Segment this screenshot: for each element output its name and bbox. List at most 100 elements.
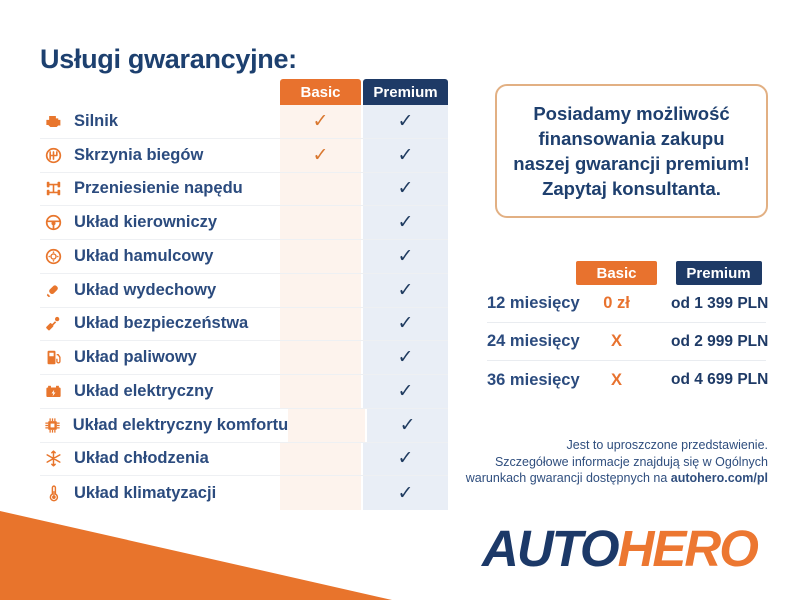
column-gap: [361, 138, 363, 172]
basic-cell: ✓: [280, 105, 361, 138]
column-gap: [361, 442, 363, 476]
warranty-row: Układ bezpieczeństwa ✓: [40, 307, 448, 342]
warranty-table-body: Silnik ✓ ✓ Skrzynia biegów ✓ ✓ Przeniesienie n…: [40, 105, 449, 510]
warranty-row-label: Układ elektryczny: [74, 381, 214, 400]
pricing-premium-value: od 4 699 PLN: [671, 371, 769, 388]
website-link-text: autohero.com/pl: [670, 471, 768, 485]
pricing-period-label: 36 miesięcy: [487, 370, 580, 389]
basic-cell: [288, 408, 366, 442]
financing-info-box: Posiadamy możliwość finansowania zakupu …: [495, 84, 768, 218]
basic-cell: [280, 442, 361, 476]
premium-cell: ✓: [363, 105, 448, 138]
warranty-row: Silnik ✓ ✓: [40, 105, 448, 139]
warranty-row: Układ kierowniczy ✓: [40, 206, 448, 240]
warranty-row-label: Silnik: [74, 111, 119, 130]
premium-check-icon: ✓: [397, 482, 414, 504]
premium-cell: ✓: [363, 172, 448, 206]
premium-check-icon: ✓: [397, 448, 414, 470]
pricing-premium-header: Premium: [675, 261, 762, 285]
logo-hero-part: HERO: [617, 520, 759, 577]
basic-cell: [280, 240, 361, 273]
column-gap: [361, 341, 363, 374]
warranty-row: Układ paliwowy ✓: [40, 341, 448, 375]
pricing-table-header: Basic Premium: [487, 261, 766, 285]
column-gap: [365, 408, 368, 442]
premium-cell: ✓: [363, 206, 448, 239]
warranty-table: Basic Premium Silnik ✓ ✓ Skrzynia biegów ✓ ✓ P…: [40, 79, 449, 510]
column-gap: [361, 476, 363, 510]
premium-check-icon: ✓: [397, 212, 414, 234]
column-gap: [361, 375, 363, 408]
basic-cell: [280, 375, 361, 408]
column-gap: [361, 206, 363, 239]
info-box-line: Posiadamy możliwość: [533, 102, 730, 124]
warranty-row-label: Układ klimatyzacji: [74, 483, 217, 502]
column-gap: [361, 105, 363, 138]
snowflake-icon: [40, 449, 66, 468]
engine-icon: [40, 112, 66, 131]
drivetrain-icon: [40, 179, 66, 198]
warranty-row-label: Układ paliwowy: [74, 348, 197, 367]
autohero-logo: AUTOHERO: [482, 519, 759, 578]
premium-cell: ✓: [363, 138, 448, 172]
warranty-row-label: Układ kierowniczy: [74, 213, 218, 232]
warranty-row: Układ wydechowy ✓: [40, 273, 448, 308]
warranty-row-label: Skrzynia biegów: [74, 145, 204, 164]
premium-check-icon: ✓: [397, 347, 414, 369]
warranty-table-header: Basic Premium: [40, 79, 448, 105]
basic-cell: [280, 307, 361, 341]
header-spacer: [40, 79, 280, 105]
info-box-line: naszej gwarancji premium!: [513, 153, 750, 174]
pricing-period-label: 24 miesięcy: [487, 332, 580, 350]
page-title: Usługi gwarancyjne:: [40, 44, 297, 74]
column-gap: [361, 240, 363, 273]
info-box-line: Zapytaj konsultanta.: [542, 178, 721, 200]
basic-cell: [280, 476, 361, 510]
warranty-row: Układ chłodzenia ✓: [40, 442, 448, 477]
basic-check-icon: ✓: [312, 144, 329, 166]
premium-cell: ✓: [363, 375, 448, 408]
warranty-row-label: Układ bezpieczeństwa: [74, 314, 249, 333]
basic-cell: [280, 341, 361, 374]
disclaimer-line: Szczegółowe informacje znajdują się w Og…: [494, 454, 768, 469]
premium-check-icon: ✓: [397, 380, 414, 402]
pricing-row: 12 miesięcy 0 zł od 1 399 PLN: [487, 285, 769, 323]
premium-cell: ✓: [363, 307, 448, 341]
warranty-row-label: Układ wydechowy: [74, 280, 217, 299]
premium-cell: ✓: [367, 408, 449, 442]
warranty-row-label: Układ chłodzenia: [74, 449, 209, 468]
premium-check-icon: ✓: [399, 414, 416, 436]
pricing-basic-value: X: [610, 370, 622, 389]
basic-column-header: Basic: [280, 79, 361, 105]
header-spacer: [487, 261, 576, 285]
column-gap: [361, 273, 363, 307]
info-box-line: finansowania zakupu: [538, 127, 725, 149]
warranty-row-label: Układ hamulcowy: [74, 246, 214, 265]
basic-check-icon: ✓: [312, 110, 329, 132]
pricing-premium-value: od 1 399 PLN: [671, 294, 769, 312]
battery-icon: [40, 382, 66, 401]
premium-check-icon: ✓: [397, 178, 414, 200]
pricing-basic-value: 0 zł: [603, 294, 630, 312]
premium-column-header: Premium: [363, 79, 448, 105]
warranty-row: Skrzynia biegów ✓ ✓: [40, 138, 448, 173]
steering-wheel-icon: [40, 213, 66, 232]
premium-cell: ✓: [363, 476, 448, 510]
pricing-basic-header: Basic: [576, 261, 657, 285]
basic-cell: [280, 273, 361, 307]
basic-cell: ✓: [280, 138, 361, 172]
gearbox-icon: [40, 146, 66, 165]
column-gap: [657, 261, 671, 285]
pricing-premium-header-wrap: Premium: [671, 261, 766, 285]
disclaimer-line: Jest to uproszczone przedstawienie.: [566, 438, 769, 452]
premium-cell: ✓: [363, 240, 448, 273]
chip-icon: [40, 416, 65, 435]
thermometer-icon: [40, 484, 66, 503]
warranty-row: Układ elektryczny komfortu ✓: [40, 408, 449, 443]
premium-check-icon: ✓: [397, 245, 414, 267]
logo-auto-part: AUTO: [482, 520, 620, 577]
